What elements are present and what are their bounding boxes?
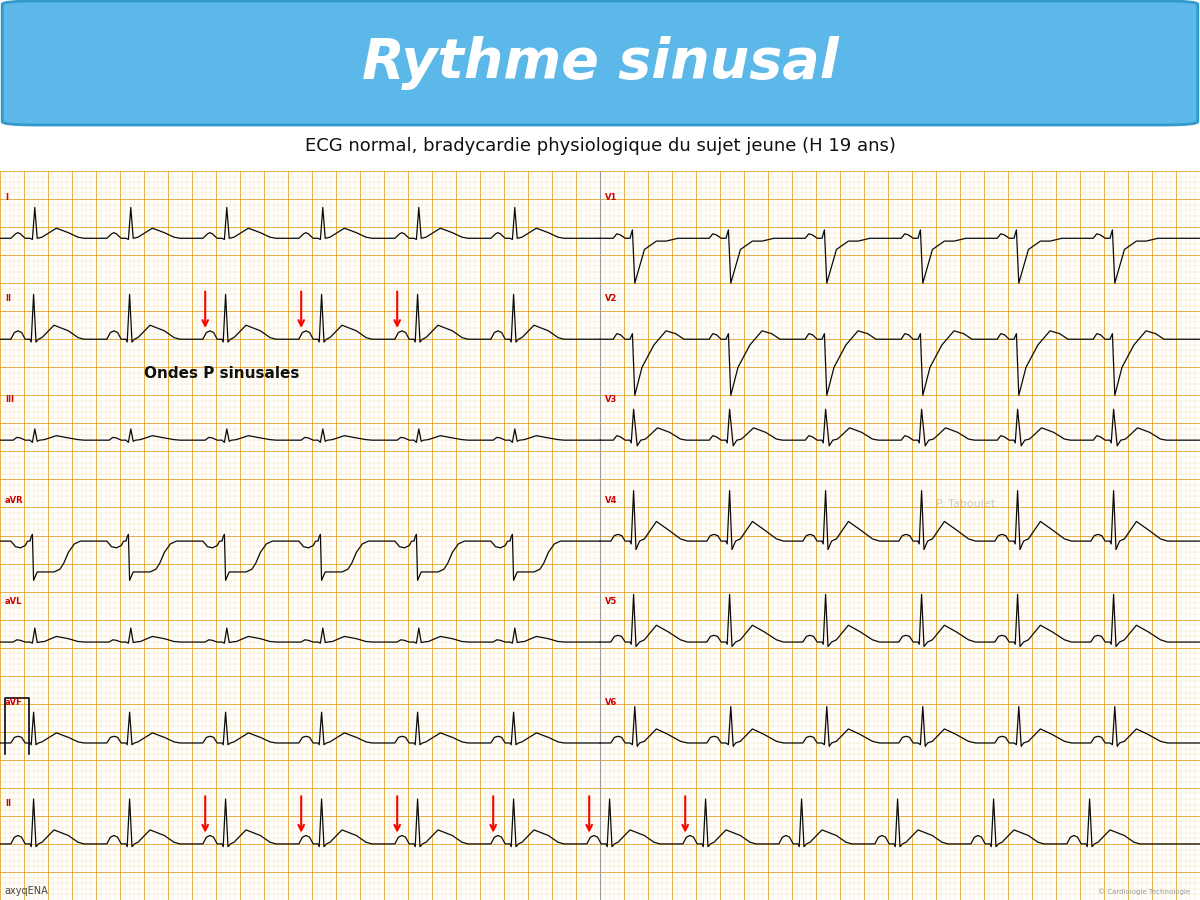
Text: aVR: aVR xyxy=(5,496,24,505)
Text: © Cardiologie Technologie: © Cardiologie Technologie xyxy=(1098,888,1190,896)
Text: aVF: aVF xyxy=(5,698,23,707)
Text: V6: V6 xyxy=(605,698,617,707)
Text: V3: V3 xyxy=(605,395,617,404)
Text: V2: V2 xyxy=(605,294,617,303)
Text: II: II xyxy=(5,294,11,303)
Text: V1: V1 xyxy=(605,194,617,202)
FancyBboxPatch shape xyxy=(2,1,1198,125)
Text: I: I xyxy=(5,194,8,202)
Text: axyqENA: axyqENA xyxy=(5,886,48,896)
Text: Rythme sinusal: Rythme sinusal xyxy=(361,36,839,90)
Text: V5: V5 xyxy=(605,598,617,607)
Text: aVL: aVL xyxy=(5,598,22,607)
Text: ECG normal, bradycardie physiologique du sujet jeune (H 19 ans): ECG normal, bradycardie physiologique du… xyxy=(305,137,895,155)
Text: II: II xyxy=(5,799,11,808)
Text: P. Taboulet: P. Taboulet xyxy=(936,500,995,509)
Text: V4: V4 xyxy=(605,496,617,505)
Text: III: III xyxy=(5,395,14,404)
Text: Ondes P sinusales: Ondes P sinusales xyxy=(144,366,299,382)
